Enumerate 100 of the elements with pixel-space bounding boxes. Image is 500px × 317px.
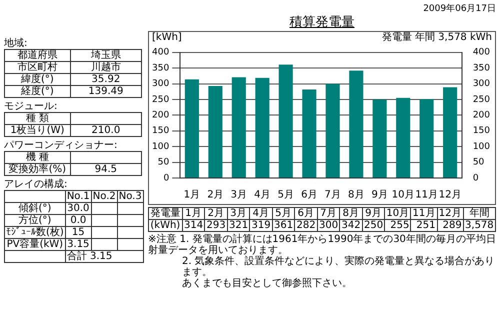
bar bbox=[232, 77, 246, 178]
data-label: 250 bbox=[362, 220, 385, 232]
bar bbox=[349, 70, 364, 178]
category-label: 12月 bbox=[438, 208, 462, 219]
y-tick-label: 400 bbox=[152, 48, 170, 58]
text: ﾓｼﾞｭｰﾙ数(枚) bbox=[4, 226, 66, 238]
text: 方位(°) bbox=[4, 214, 66, 226]
text: 市区町村 bbox=[4, 62, 70, 74]
category-label: 11月 bbox=[412, 208, 436, 219]
text: 傾斜(°) bbox=[4, 202, 66, 214]
data-label: 300 bbox=[317, 220, 340, 232]
y-tick-label: 100 bbox=[152, 142, 170, 152]
bar bbox=[184, 79, 199, 178]
text: 2. 気象条件、設置条件などにより、実際の発電量と異なる場合があります。 bbox=[181, 256, 496, 278]
category-label: 3月 bbox=[230, 208, 247, 219]
x-tick-label: 6月 bbox=[301, 190, 318, 201]
text: PV容量(kW) bbox=[4, 238, 66, 250]
text: 0.0 bbox=[65, 214, 92, 226]
text: 機 種 bbox=[4, 152, 70, 164]
y-tick-label: 0 bbox=[163, 173, 170, 184]
y-tick-label: 300 bbox=[152, 79, 170, 90]
text: 変換効率(%) bbox=[4, 164, 70, 176]
bar bbox=[396, 98, 410, 178]
x-tick-label: 7月 bbox=[324, 190, 341, 201]
bar bbox=[326, 84, 340, 178]
data-label: 289 bbox=[437, 220, 464, 232]
data-label: 321 bbox=[227, 220, 250, 232]
text: 年間 bbox=[463, 208, 496, 220]
text: 合計 3.15 bbox=[66, 251, 112, 262]
data-label: 342 bbox=[340, 220, 362, 232]
category-label: 7月 bbox=[320, 208, 337, 219]
chart-title: 積算発電量 bbox=[290, 15, 354, 30]
text: 3.15 bbox=[65, 238, 92, 250]
data-label: 361 bbox=[272, 220, 295, 232]
y2-tick-label: 300 bbox=[472, 79, 490, 90]
y2-tick-label: 400 bbox=[472, 48, 490, 58]
x-tick-label: 9月 bbox=[371, 190, 388, 201]
bar bbox=[208, 86, 222, 178]
text: 1枚当り(W) bbox=[4, 124, 70, 136]
y-tick-label: 50 bbox=[158, 158, 170, 168]
data-label: 319 bbox=[250, 220, 272, 232]
text: 地域: bbox=[4, 38, 28, 49]
category-label: 10月 bbox=[386, 208, 410, 219]
y2-tick-label: 0 bbox=[472, 173, 479, 184]
text: 139.49 bbox=[70, 86, 142, 98]
bar bbox=[372, 100, 387, 178]
data-label: 293 bbox=[204, 220, 228, 232]
text: 30.0 bbox=[65, 202, 92, 214]
y2-tick-label: 350 bbox=[472, 63, 490, 74]
x-tick-label: 10月 bbox=[392, 190, 415, 201]
text: No.3 bbox=[117, 190, 144, 202]
text: 3,578 bbox=[463, 220, 496, 232]
x-tick-label: 2月 bbox=[207, 190, 224, 201]
text: あくまでも目安として御参照下さい。 bbox=[181, 278, 353, 289]
data-label: 314 bbox=[182, 220, 205, 232]
bar bbox=[302, 89, 316, 178]
text: 都道府県 bbox=[4, 50, 70, 62]
data-label: 251 bbox=[410, 220, 438, 232]
text: 発電量 bbox=[148, 208, 182, 220]
category-label: 4月 bbox=[252, 208, 270, 219]
text: 埼玉県 bbox=[70, 50, 142, 62]
x-tick-label: 4月 bbox=[254, 190, 271, 201]
text: 210.0 bbox=[70, 124, 142, 136]
y-tick-label: 350 bbox=[152, 63, 170, 74]
category-label: 9月 bbox=[365, 208, 382, 219]
x-tick-label: 8月 bbox=[348, 190, 364, 201]
category-label: 2月 bbox=[208, 208, 224, 219]
bar bbox=[443, 87, 458, 178]
category-label: 1月 bbox=[185, 208, 202, 219]
x-tick-label: 11月 bbox=[415, 190, 438, 201]
x-tick-label: 3月 bbox=[230, 190, 248, 201]
text: アレイの構成: bbox=[4, 179, 68, 190]
category-label: 5月 bbox=[275, 208, 292, 219]
bar bbox=[278, 64, 293, 178]
x-tick-label: 5月 bbox=[278, 190, 294, 201]
text: No.1 bbox=[65, 190, 92, 202]
text: モジュール: bbox=[4, 101, 58, 112]
y2-tick-label: 150 bbox=[472, 126, 490, 136]
y2-tick-label: 50 bbox=[472, 158, 485, 168]
y-tick-label: 250 bbox=[152, 94, 170, 105]
text: No.2 bbox=[91, 190, 118, 202]
text: 経度(°) bbox=[4, 86, 70, 98]
text: 35.92 bbox=[70, 74, 142, 86]
text: 川越市 bbox=[70, 62, 142, 74]
y-axis-title: [kWh] bbox=[152, 32, 182, 44]
y-tick-label: 150 bbox=[152, 126, 170, 136]
bar bbox=[420, 99, 434, 178]
text: ※注意 bbox=[148, 234, 176, 245]
y2-tick-label: 100 bbox=[472, 142, 490, 152]
text: 15 bbox=[65, 226, 92, 238]
y-tick-label: 200 bbox=[152, 110, 170, 121]
text: 94.5 bbox=[70, 164, 142, 176]
x-tick-label: 1月 bbox=[184, 190, 200, 201]
category-label: 8月 bbox=[342, 208, 360, 219]
text: (kWh) bbox=[148, 220, 182, 232]
bar bbox=[255, 78, 270, 178]
data-label: 255 bbox=[384, 220, 411, 232]
text: パワーコンディショナー: bbox=[4, 140, 118, 151]
text: 種 類 bbox=[4, 112, 70, 124]
y2-tick-label: 250 bbox=[472, 94, 490, 105]
